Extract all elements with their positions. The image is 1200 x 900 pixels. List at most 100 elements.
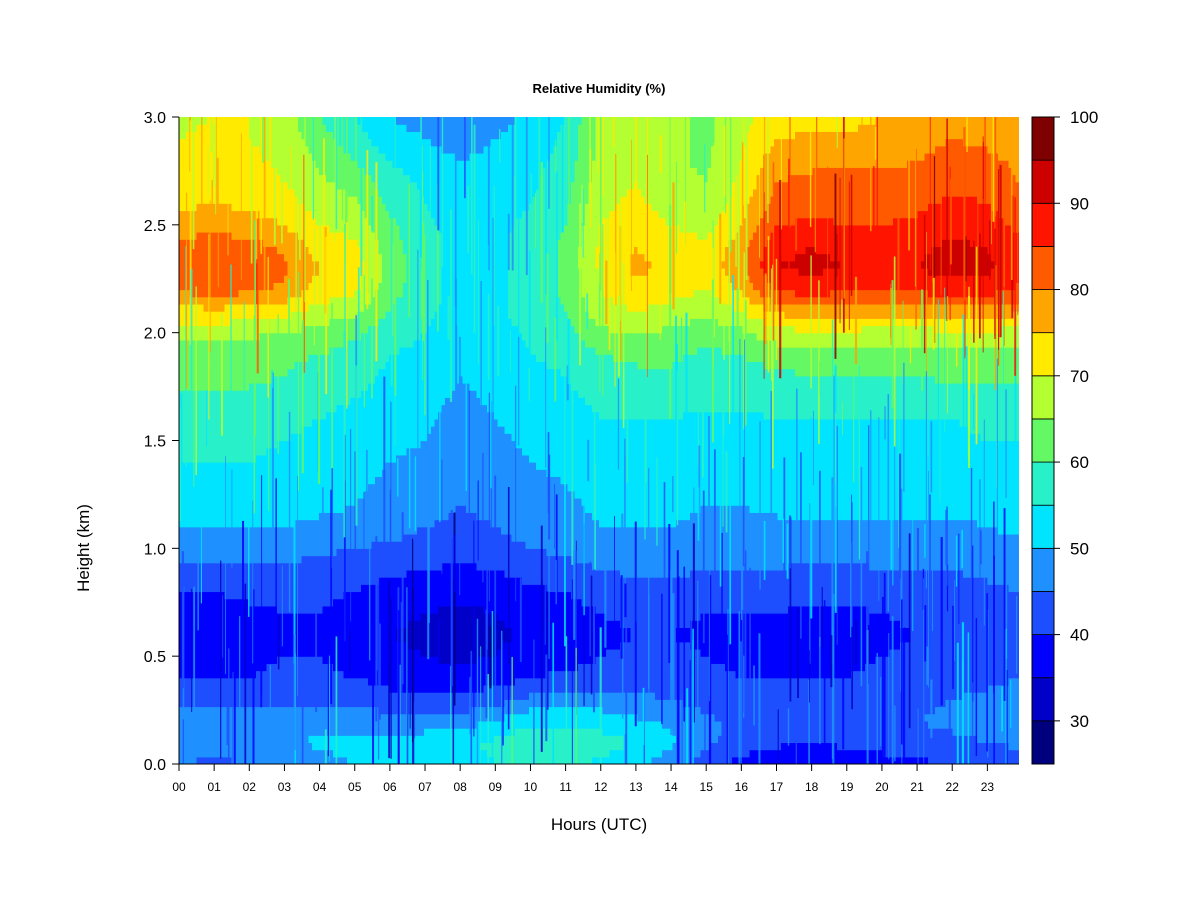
heatmap-cell: [200, 490, 205, 499]
heatmap-cell: [294, 440, 299, 449]
heatmap-cell: [238, 519, 243, 528]
heatmap-cell: [221, 512, 226, 521]
heatmap-cell: [315, 325, 320, 334]
heatmap-cell: [231, 232, 236, 240]
heatmap-cell: [179, 246, 184, 255]
heatmap-cell: [270, 526, 275, 535]
heatmap-cell: [329, 296, 334, 305]
heatmap-cell: [242, 512, 247, 521]
heatmap-cell: [305, 303, 310, 312]
heatmap-cell: [361, 699, 366, 708]
heatmap-cell: [231, 541, 236, 549]
heatmap-cell: [200, 447, 205, 456]
heatmap-cell: [228, 440, 233, 449]
heatmap-cell: [361, 620, 366, 629]
heatmap-cell: [189, 533, 194, 542]
heatmap-cell: [224, 670, 229, 679]
heatmap-cell: [294, 627, 299, 636]
heatmap-cell: [350, 275, 355, 283]
heatmap-cell: [291, 577, 296, 585]
heatmap-cell: [238, 433, 243, 442]
heatmap-cell: [179, 620, 184, 629]
heatmap-cell: [217, 210, 222, 219]
heatmap-cell: [340, 577, 345, 585]
heatmap-cell: [228, 454, 233, 463]
heatmap-cell: [214, 533, 219, 542]
heatmap-cell: [319, 584, 324, 593]
heatmap-cell: [336, 181, 341, 190]
heatmap-cell: [280, 124, 285, 132]
heatmap-cell: [245, 519, 250, 528]
heatmap-cell: [224, 246, 229, 255]
heatmap-cell: [221, 447, 226, 456]
heatmap-cell: [263, 375, 268, 384]
heatmap-cell: [207, 713, 212, 722]
heatmap-cell: [263, 325, 268, 334]
heatmap-cell: [312, 519, 317, 528]
heatmap-cell: [305, 462, 310, 470]
heatmap-cell: [368, 239, 373, 247]
heatmap-cell: [371, 469, 376, 478]
heatmap-cell: [315, 735, 320, 744]
heatmap-cell: [210, 462, 215, 470]
heatmap-cell: [189, 490, 194, 499]
heatmap-cell: [322, 562, 327, 571]
heatmap-cell: [364, 605, 369, 614]
heatmap-cell: [347, 641, 352, 650]
heatmap-cell: [319, 325, 324, 334]
heatmap-cell: [196, 275, 201, 283]
heatmap-cell: [284, 613, 289, 621]
heatmap-cell: [186, 382, 191, 391]
heatmap-cell: [203, 260, 208, 269]
heatmap-cell: [340, 260, 345, 269]
heatmap-cell: [249, 483, 254, 492]
heatmap-cell: [312, 641, 317, 650]
heatmap-cell: [305, 569, 310, 578]
heatmap-cell: [228, 620, 233, 629]
heatmap-cell: [280, 440, 285, 449]
heatmap-cell: [298, 375, 303, 384]
heatmap-cell: [235, 311, 240, 319]
heatmap-cell: [364, 663, 369, 672]
heatmap-cell: [210, 239, 215, 247]
heatmap-cell: [273, 742, 278, 751]
heatmap-cell: [294, 728, 299, 736]
heatmap-cell: [221, 390, 226, 398]
heatmap-cell: [280, 462, 285, 470]
heatmap-cell: [263, 433, 268, 442]
heatmap-cell: [193, 332, 198, 341]
heatmap-cell: [322, 483, 327, 492]
heatmap-cell: [322, 519, 327, 528]
heatmap-cell: [200, 699, 205, 708]
heatmap-cell: [224, 382, 229, 391]
heatmap-cell: [319, 361, 324, 370]
heatmap-cell: [350, 260, 355, 269]
heatmap-cell: [298, 749, 303, 758]
heatmap-cell: [294, 677, 299, 686]
heatmap-cell: [336, 354, 341, 363]
heatmap-cell: [312, 188, 317, 197]
heatmap-cell: [228, 677, 233, 686]
heatmap-cell: [210, 332, 215, 341]
heatmap-cell: [354, 303, 359, 312]
heatmap-cell: [224, 224, 229, 233]
heatmap-cell: [210, 699, 215, 708]
heatmap-cell: [242, 167, 247, 176]
heatmap-cell: [354, 613, 359, 621]
heatmap-cell: [200, 605, 205, 614]
heatmap-cell: [284, 246, 289, 255]
heatmap-cell: [336, 519, 341, 528]
heatmap-cell: [242, 706, 247, 715]
heatmap-cell: [287, 620, 292, 629]
heatmap-cell: [368, 756, 373, 764]
heatmap-cell: [196, 289, 201, 298]
heatmap-cell: [235, 303, 240, 312]
heatmap-cell: [249, 375, 254, 384]
heatmap-cell: [200, 433, 205, 442]
heatmap-cell: [312, 749, 317, 758]
heatmap-cell: [207, 648, 212, 657]
heatmap-cell: [308, 426, 313, 434]
heatmap-cell: [350, 548, 355, 557]
heatmap-cell: [284, 368, 289, 377]
heatmap-cell: [277, 260, 282, 269]
